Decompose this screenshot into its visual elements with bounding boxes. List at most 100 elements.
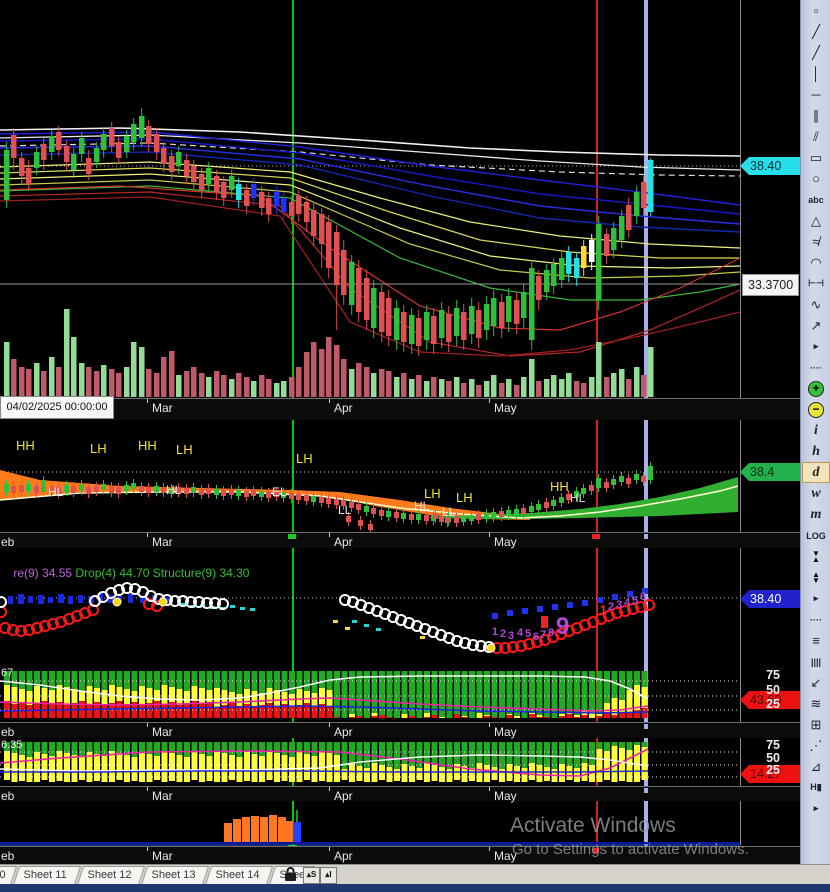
sheet-tab-sheet-11[interactable]: Sheet 11: [12, 866, 82, 885]
main-price-panel: [0, 0, 740, 398]
ellipse-icon[interactable]: ○: [812, 171, 820, 186]
stochastic1-label: 67: [1, 667, 14, 679]
axis-month-label: Apr: [334, 789, 353, 803]
svg-text:3: 3: [616, 599, 622, 611]
svg-text:6: 6: [533, 631, 539, 643]
svg-text:HL: HL: [414, 499, 430, 513]
axis-month-label: Apr: [334, 401, 353, 415]
trendline-icon[interactable]: ╱: [812, 23, 820, 39]
log-scale-button[interactable]: LOG: [806, 530, 826, 541]
triangle-icon[interactable]: △: [811, 212, 821, 228]
svg-text:LL: LL: [338, 503, 352, 517]
stochastic2-label: 6.35: [1, 739, 23, 751]
sheet-tab-label: Sheet 14: [215, 869, 260, 881]
price-tag: 43.60: [740, 691, 806, 709]
gann-fan-icon[interactable]: ⋰: [809, 737, 823, 753]
axis-month-label: eb: [1, 789, 15, 803]
dots-icon[interactable]: ····: [810, 362, 822, 373]
measure-icon[interactable]: ⊢⊣: [808, 278, 824, 288]
interval-week[interactable]: w: [811, 485, 821, 501]
wave-icon[interactable]: ≉: [812, 234, 820, 249]
axis-month-label: May: [494, 725, 517, 739]
price-scale-gutter: 38.40 38.4 38.40 43.60 14.27 33.3700 75 50 25 75 5…: [740, 0, 806, 864]
svg-text:LH: LH: [424, 486, 441, 501]
drawing-toolbar: ▫ ╱ ╱ │ ─ ∥ ⫽ ▭ ○ abc △ ≉ ◠ ⊢⊣ ∿ ↗ ▸ ···· + − i h d w m LOG ▼ ▲ ▲ ▼ ▸ ·…: [800, 0, 830, 864]
svg-text:5: 5: [632, 595, 638, 607]
arrow-icon[interactable]: ↗: [810, 317, 822, 333]
sheet-tab-label: 0: [0, 869, 6, 881]
interval-month[interactable]: m: [810, 506, 822, 522]
splitter-icon-2[interactable]: ▸: [813, 593, 819, 603]
text-tool-icon[interactable]: abc: [808, 194, 824, 205]
grid-icon[interactable]: ⊞: [810, 716, 822, 732]
svg-text:8: 8: [548, 627, 554, 639]
indicator-header-left: re(9) 34.55: [13, 566, 73, 580]
taskbar-strip: [0, 884, 830, 892]
svg-text:LL: LL: [442, 505, 456, 519]
vertical-segment-icon[interactable]: │: [811, 66, 821, 81]
axis-month-label: Apr: [334, 535, 353, 549]
event-vline: [740, 0, 741, 845]
axis-month-label: eb: [1, 535, 15, 549]
sheet-tab-sheet-12[interactable]: Sheet 12: [76, 866, 146, 885]
svg-text:4: 4: [517, 627, 524, 639]
dots-icon-2[interactable]: ····: [810, 614, 822, 625]
axis-month-label: May: [494, 401, 517, 415]
svg-text:HH: HH: [16, 438, 35, 453]
draw-arrow-icon[interactable]: ↙: [810, 674, 822, 690]
horizontal-segment-icon[interactable]: ─: [811, 87, 821, 102]
sheet-tab-label: Sheet 13: [151, 869, 196, 881]
price-tag: 38.40: [740, 590, 806, 608]
splitter-icon[interactable]: ▸: [813, 341, 819, 351]
interval-intraday[interactable]: i: [814, 422, 818, 438]
sheet-tab-label: Sheet 12: [87, 869, 132, 881]
time-axis-0: Mar Apr May: [0, 398, 800, 420]
expand-scale-icon[interactable]: ▲ ▼: [812, 569, 820, 585]
axis-month-label: Apr: [334, 725, 353, 739]
splitter-icon-3[interactable]: ▸: [813, 803, 819, 813]
axis-month-label: Mar: [152, 401, 173, 415]
indicator-header: re(9) 34.55 Drop(4) 44.70 Structure(9) 3…: [0, 552, 249, 594]
interval-hour[interactable]: h: [812, 443, 820, 459]
svg-text:9: 9: [556, 613, 569, 640]
compress-scale-icon[interactable]: ▼ ▲: [812, 548, 820, 564]
crosshair-price-box: 33.3700: [742, 274, 800, 296]
axis-month-label: eb: [1, 849, 15, 863]
parallel-lines-icon[interactable]: ∥: [812, 107, 820, 123]
tab-scroll-button-1[interactable]: ▴I: [320, 867, 337, 884]
vertical-bars-icon[interactable]: ||||: [810, 656, 822, 667]
fib-arcs-icon[interactable]: ≋: [810, 695, 822, 711]
axis-event-mark: [644, 788, 648, 793]
svg-text:2: 2: [500, 628, 506, 640]
svg-text:HL: HL: [570, 491, 586, 505]
histogram-icon[interactable]: H▮: [810, 782, 822, 792]
zigzag-icon[interactable]: ∿: [810, 296, 822, 312]
tab-scroll-button-0[interactable]: ▴S: [303, 867, 320, 884]
zoom-out-icon[interactable]: −: [803, 399, 829, 420]
sheet-tab-sheet-14[interactable]: Sheet 14: [204, 866, 274, 885]
point-icon[interactable]: ▫: [813, 3, 819, 18]
interval-day[interactable]: d: [802, 462, 830, 483]
hatch-lines-icon[interactable]: ⫽: [813, 128, 819, 144]
time-axis-1: eb Mar Apr May: [0, 532, 800, 549]
activate-windows-watermark: Activate Windows: [510, 814, 676, 837]
svg-text:3: 3: [508, 630, 514, 642]
time-axis-2: eb Mar Apr May: [0, 722, 800, 739]
rectangle-icon[interactable]: ▭: [809, 149, 823, 165]
date-tooltip: 04/02/2025 00:00:00: [0, 396, 114, 419]
axis-month-label: May: [494, 849, 517, 863]
event-vline: [292, 0, 294, 858]
ray-icon[interactable]: ╱: [812, 44, 820, 60]
axis-event-mark: [644, 724, 648, 729]
callout-icon[interactable]: ⊿: [810, 758, 822, 774]
sheet-tab-sheet-13[interactable]: Sheet 13: [140, 866, 210, 885]
svg-text:LH: LH: [176, 442, 193, 457]
zoom-in-icon[interactable]: +: [803, 378, 829, 399]
svg-text:1: 1: [492, 626, 498, 638]
horizontal-grid-icon[interactable]: ≡: [812, 633, 820, 648]
arc-icon[interactable]: ◠: [810, 254, 822, 270]
axis-month-label: Mar: [152, 535, 173, 549]
lock-icon: [285, 867, 296, 881]
svg-text:HH: HH: [550, 479, 569, 494]
